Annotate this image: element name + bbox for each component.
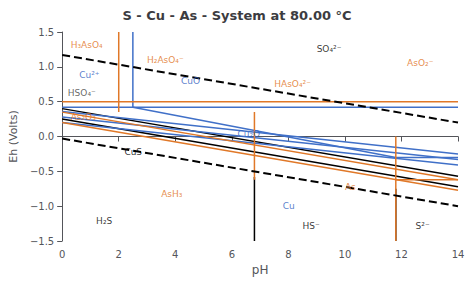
svg-text:H₃AsO₄: H₃AsO₄ [71, 40, 103, 50]
svg-text:Cu²⁺: Cu²⁺ [79, 70, 100, 80]
svg-text:SO₄²⁻: SO₄²⁻ [317, 44, 342, 54]
svg-text:1.0: 1.0 [38, 61, 54, 72]
svg-text:S²⁻: S²⁻ [416, 221, 430, 231]
svg-text:10: 10 [339, 249, 352, 260]
svg-text:Cu₂O: Cu₂O [237, 129, 260, 139]
svg-text:0.5: 0.5 [38, 96, 54, 107]
svg-text:AsH₃: AsH₃ [161, 189, 183, 199]
svg-text:−1.5: −1.5 [30, 236, 54, 247]
svg-text:H₂S: H₂S [96, 216, 112, 226]
svg-text:8: 8 [285, 249, 291, 260]
svg-text:−1.0: −1.0 [30, 201, 54, 212]
svg-text:2: 2 [116, 249, 122, 260]
svg-text:HS⁻: HS⁻ [303, 221, 320, 231]
svg-text:AsO₂⁻: AsO₂⁻ [407, 58, 434, 68]
svg-text:0: 0 [59, 249, 65, 260]
svg-text:As₂O₃: As₂O₃ [71, 112, 97, 122]
svg-text:CuS: CuS [124, 147, 142, 157]
svg-text:pH: pH [252, 263, 269, 277]
svg-text:14: 14 [452, 249, 465, 260]
svg-text:Cu: Cu [283, 201, 295, 211]
svg-text:Eh (Volts): Eh (Volts) [7, 110, 20, 163]
svg-text:0.0: 0.0 [38, 131, 54, 142]
svg-text:S - Cu - As - System at 80.00: S - Cu - As - System at 80.00 °C [122, 8, 351, 23]
svg-text:−0.5: −0.5 [30, 166, 54, 177]
svg-text:12: 12 [395, 249, 408, 260]
svg-text:HSO₄⁻: HSO₄⁻ [68, 88, 96, 98]
svg-text:CuO: CuO [181, 76, 200, 86]
svg-text:HAsO₄²⁻: HAsO₄²⁻ [274, 79, 311, 89]
svg-text:6: 6 [229, 249, 235, 260]
svg-text:H₂AsO₄⁻: H₂AsO₄⁻ [147, 55, 184, 65]
svg-text:1.5: 1.5 [38, 27, 54, 38]
svg-text:4: 4 [172, 249, 178, 260]
svg-text:As: As [345, 182, 356, 192]
